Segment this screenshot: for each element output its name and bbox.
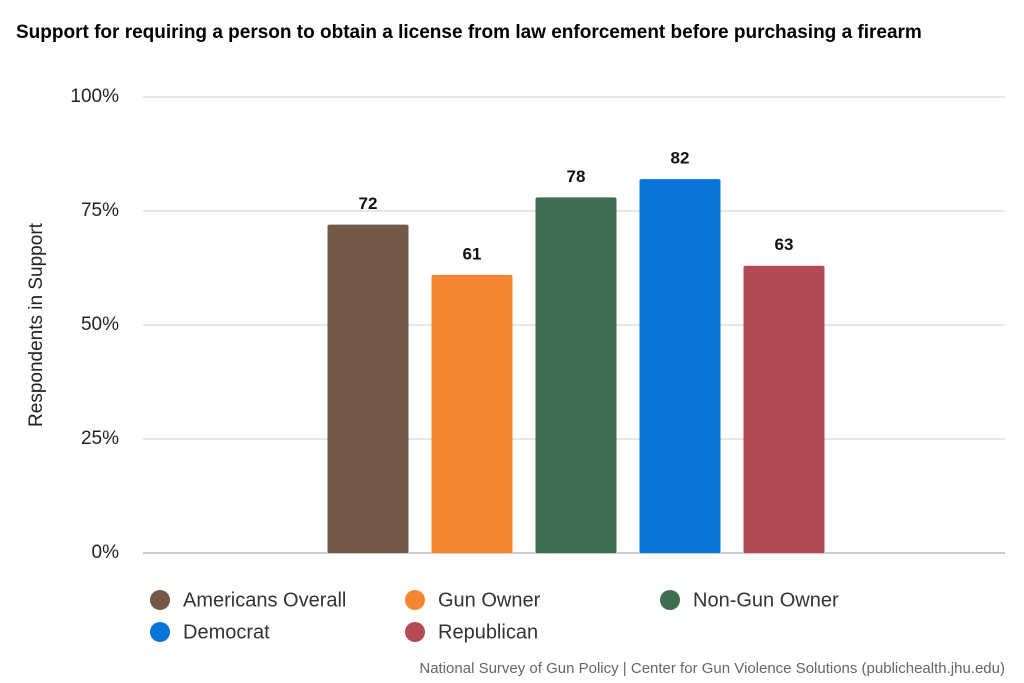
bar xyxy=(639,179,721,553)
legend-swatch xyxy=(660,590,680,610)
legend-label: Democrat xyxy=(183,621,270,643)
legend-label: Americans Overall xyxy=(183,589,346,611)
data-label: 78 xyxy=(567,167,586,186)
legend-label: Non-Gun Owner xyxy=(693,589,839,611)
source: National Survey of Gun Policy | Center f… xyxy=(419,660,1005,677)
data-label: 72 xyxy=(359,194,378,213)
y-tick-label: 100% xyxy=(70,86,119,107)
chart-title: Support for requiring a person to obtain… xyxy=(16,22,922,43)
y-tick-label: 50% xyxy=(81,314,119,335)
y-tick-label: 25% xyxy=(81,428,119,449)
legend-label: Gun Owner xyxy=(438,589,541,611)
legend-swatch xyxy=(405,590,425,610)
data-label: 82 xyxy=(671,149,690,168)
legend-swatch xyxy=(150,590,170,610)
bar xyxy=(327,224,409,553)
y-tick-label: 75% xyxy=(81,200,119,221)
data-label: 61 xyxy=(463,244,482,263)
y-axis-label: Respondents in Support xyxy=(26,222,47,427)
legend-swatch xyxy=(150,622,170,642)
data-label: 63 xyxy=(775,235,794,254)
y-tick-label: 0% xyxy=(92,542,120,563)
bar xyxy=(535,197,617,553)
legend-swatch xyxy=(405,622,425,642)
bar xyxy=(431,274,513,553)
bar xyxy=(743,265,825,553)
legend-label: Republican xyxy=(438,621,538,643)
